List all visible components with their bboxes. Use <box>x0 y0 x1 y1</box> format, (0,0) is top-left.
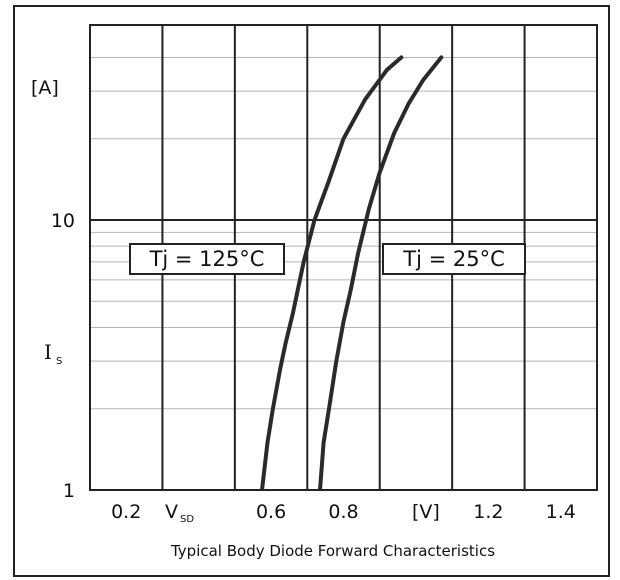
legend-25c: Tj = 25°C <box>382 243 526 275</box>
legend-125c-text: Tj = 125°C <box>149 247 265 271</box>
x-tick-label: 1.2 <box>473 501 503 523</box>
y-tick-label: 10 <box>51 210 75 232</box>
y-unit-label: [A] <box>31 77 59 99</box>
x-tick-label: 0.8 <box>328 501 358 523</box>
x-tick-label: 1.4 <box>546 501 576 523</box>
x-symbol-sub: SD <box>180 514 194 525</box>
x-symbol: V <box>165 501 178 523</box>
x-unit-label: [V] <box>412 501 440 523</box>
series-layer <box>260 55 444 490</box>
y-tick-label: 1 <box>63 480 75 502</box>
x-tick-label: 0.2 <box>111 501 141 523</box>
y-symbol: I <box>44 340 52 364</box>
x-tick-label: 0.6 <box>256 501 286 523</box>
plot-area <box>89 24 598 491</box>
tick-labels: 0.2 0.6 0.8 1.2 1.4 1 10 <box>51 210 576 523</box>
series-tj-25c-curve <box>318 55 444 490</box>
legend-125c: Tj = 125°C <box>129 243 285 275</box>
series-tj-125c-curve <box>260 55 404 490</box>
chart-frame <box>13 5 610 577</box>
chart-caption: Typical Body Diode Forward Characteristi… <box>170 542 495 560</box>
legend-25c-text: Tj = 25°C <box>402 247 505 271</box>
y-symbol-sub: S <box>56 356 62 367</box>
